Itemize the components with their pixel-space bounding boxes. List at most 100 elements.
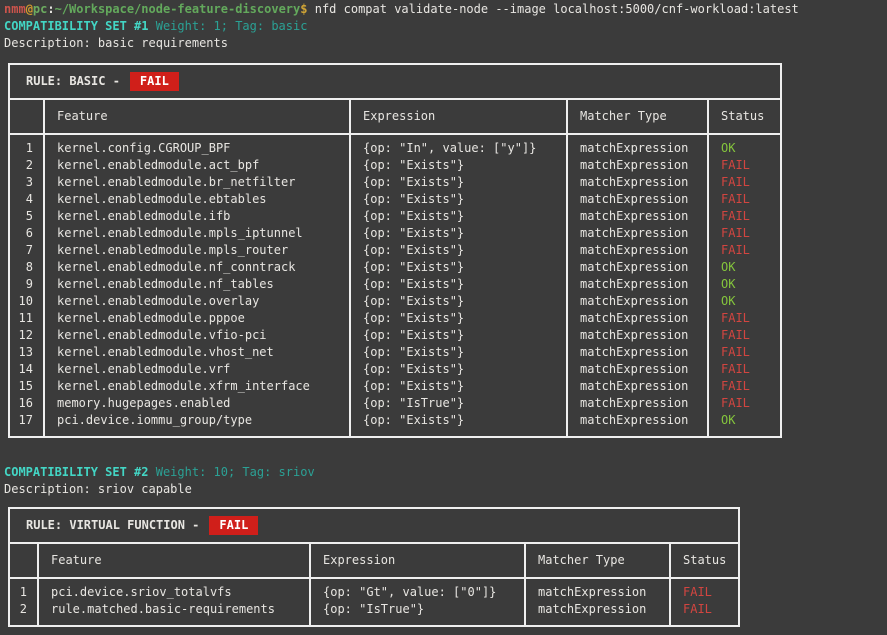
feature-cell: pci.device.iommu_group/type — [43, 412, 350, 436]
matcher-type-cell: matchExpression — [524, 601, 670, 625]
status-cell: FAIL — [707, 361, 780, 378]
status-cell: OK — [707, 293, 780, 310]
prompt-working-directory: ~/Workspace/node-feature-discovery — [54, 2, 301, 16]
row-index-cell: 8 — [25, 260, 33, 274]
rule-label: RULE: BASIC - — [26, 74, 120, 88]
feature-cell: kernel.enabledmodule.vrf — [43, 361, 350, 378]
row-index-cell: 2 — [25, 158, 33, 172]
rule-status-badge: FAIL — [129, 72, 179, 91]
set-description: Description: sriov capable — [4, 482, 192, 496]
feature-cell: kernel.config.CGROUP_BPF — [43, 134, 350, 157]
row-index-cell: 16 — [18, 396, 33, 410]
header-row: Feature Expression Matcher Type Status — [10, 544, 738, 579]
row-index-cell: 14 — [18, 362, 33, 376]
status-cell: FAIL — [669, 578, 738, 601]
status-cell: FAIL — [707, 242, 780, 259]
results-table-body: 1 kernel.config.CGROUP_BPF {op: "In", valu… — [10, 134, 780, 436]
column-header-status: Status — [707, 100, 780, 135]
status-cell: OK — [707, 412, 780, 436]
status-cell: FAIL — [669, 601, 738, 625]
matcher-type-cell: matchExpression — [566, 276, 708, 293]
expression-cell: {op: "In", value: ["y"]} — [349, 134, 567, 157]
expression-cell: {op: "Exists"} — [349, 327, 567, 344]
results-table-head: Feature Expression Matcher Type Status — [10, 544, 738, 579]
matcher-type-cell: matchExpression — [566, 361, 708, 378]
status-cell: FAIL — [707, 225, 780, 242]
results-table-head: Feature Expression Matcher Type Status — [10, 100, 780, 135]
rule-result-table: RULE: VIRTUAL FUNCTION - FAIL Feature Expr… — [8, 507, 740, 627]
typed-command: nfd compat validate-node --image localho… — [314, 2, 799, 16]
table-row: 7 kernel.enabledmodule.mpls_router {op: "E… — [10, 242, 780, 259]
expression-cell: {op: "Exists"} — [349, 191, 567, 208]
set-title: COMPATIBILITY SET #1 — [4, 19, 149, 33]
table-row: 3 kernel.enabledmodule.br_netfilter {op: "… — [10, 174, 780, 191]
column-header-index — [10, 100, 44, 135]
status-cell: OK — [707, 134, 780, 157]
matcher-type-cell: matchExpression — [566, 174, 708, 191]
matcher-type-cell: matchExpression — [566, 412, 708, 436]
table-row: 12 kernel.enabledmodule.vfio-pci {op: "Exi… — [10, 327, 780, 344]
table-row: 6 kernel.enabledmodule.mpls_iptunnel {op: … — [10, 225, 780, 242]
matcher-type-cell: matchExpression — [566, 225, 708, 242]
expression-cell: {op: "IsTrue"} — [309, 601, 525, 625]
row-index-cell: 11 — [18, 311, 33, 325]
status-cell: FAIL — [707, 191, 780, 208]
feature-cell: memory.hugepages.enabled — [43, 395, 350, 412]
status-cell: OK — [707, 276, 780, 293]
matcher-type-cell: matchExpression — [566, 395, 708, 412]
set-weight-tag-meta: Weight: 10; Tag: sriov — [155, 465, 315, 479]
table-row: 13 kernel.enabledmodule.vhost_net {op: "Ex… — [10, 344, 780, 361]
table-row: 17 pci.device.iommu_group/type {op: "Exist… — [10, 412, 780, 436]
feature-cell: kernel.enabledmodule.overlay — [43, 293, 350, 310]
feature-cell: kernel.enabledmodule.br_netfilter — [43, 174, 350, 191]
table-row: 10 kernel.enabledmodule.overlay {op: "Exis… — [10, 293, 780, 310]
expression-cell: {op: "Exists"} — [349, 361, 567, 378]
status-cell: FAIL — [707, 327, 780, 344]
matcher-type-cell: matchExpression — [566, 310, 708, 327]
prompt-at-sign: @ — [25, 2, 33, 16]
matcher-type-cell: matchExpression — [566, 134, 708, 157]
table-row: 15 kernel.enabledmodule.xfrm_interface {op… — [10, 378, 780, 395]
prompt-separator: : — [47, 2, 55, 16]
matcher-type-cell: matchExpression — [566, 344, 708, 361]
column-header-index — [10, 544, 38, 579]
row-index-cell: 1 — [19, 585, 27, 599]
matcher-type-cell: matchExpression — [566, 208, 708, 225]
row-index-cell: 15 — [18, 379, 33, 393]
feature-cell: kernel.enabledmodule.mpls_iptunnel — [43, 225, 350, 242]
feature-cell: kernel.enabledmodule.ebtables — [43, 191, 350, 208]
compatibility-set-block: COMPATIBILITY SET #1 Weight: 1; Tag: bas… — [4, 18, 887, 438]
prompt-hostname: pc — [32, 2, 48, 16]
header-row: Feature Expression Matcher Type Status — [10, 100, 780, 135]
row-index-cell: 12 — [18, 328, 33, 342]
column-header-feature: Feature — [37, 544, 310, 579]
rule-header: RULE: BASIC - FAIL — [10, 65, 780, 100]
row-index-cell: 7 — [25, 243, 33, 257]
status-cell: FAIL — [707, 344, 780, 361]
set-weight-tag-meta: Weight: 1; Tag: basic — [155, 19, 308, 33]
table-row: 2 kernel.enabledmodule.act_bpf {op: "Exist… — [10, 157, 780, 174]
row-index-cell: 5 — [25, 209, 33, 223]
row-index-cell: 4 — [25, 192, 33, 206]
status-cell: FAIL — [707, 378, 780, 395]
expression-cell: {op: "Exists"} — [349, 157, 567, 174]
set-description: Description: basic requirements — [4, 36, 228, 50]
expression-cell: {op: "Exists"} — [349, 174, 567, 191]
matcher-type-cell: matchExpression — [524, 578, 670, 601]
expression-cell: {op: "Exists"} — [349, 344, 567, 361]
row-index-cell: 6 — [25, 226, 33, 240]
feature-cell: kernel.enabledmodule.act_bpf — [43, 157, 350, 174]
feature-cell: kernel.enabledmodule.nf_tables — [43, 276, 350, 293]
expression-cell: {op: "Exists"} — [349, 412, 567, 436]
rule-label: RULE: VIRTUAL FUNCTION - — [26, 518, 200, 532]
row-index-cell: 13 — [18, 345, 33, 359]
feature-cell: kernel.enabledmodule.nf_conntrack — [43, 259, 350, 276]
table-row: 14 kernel.enabledmodule.vrf {op: "Exists"}… — [10, 361, 780, 378]
status-cell: OK — [707, 259, 780, 276]
column-header-expression: Expression — [309, 544, 525, 579]
column-header-expression: Expression — [349, 100, 567, 135]
expression-cell: {op: "Exists"} — [349, 259, 567, 276]
feature-cell: kernel.enabledmodule.pppoe — [43, 310, 350, 327]
table-row: 5 kernel.enabledmodule.ifb {op: "Exists"} m… — [10, 208, 780, 225]
status-cell: FAIL — [707, 208, 780, 225]
